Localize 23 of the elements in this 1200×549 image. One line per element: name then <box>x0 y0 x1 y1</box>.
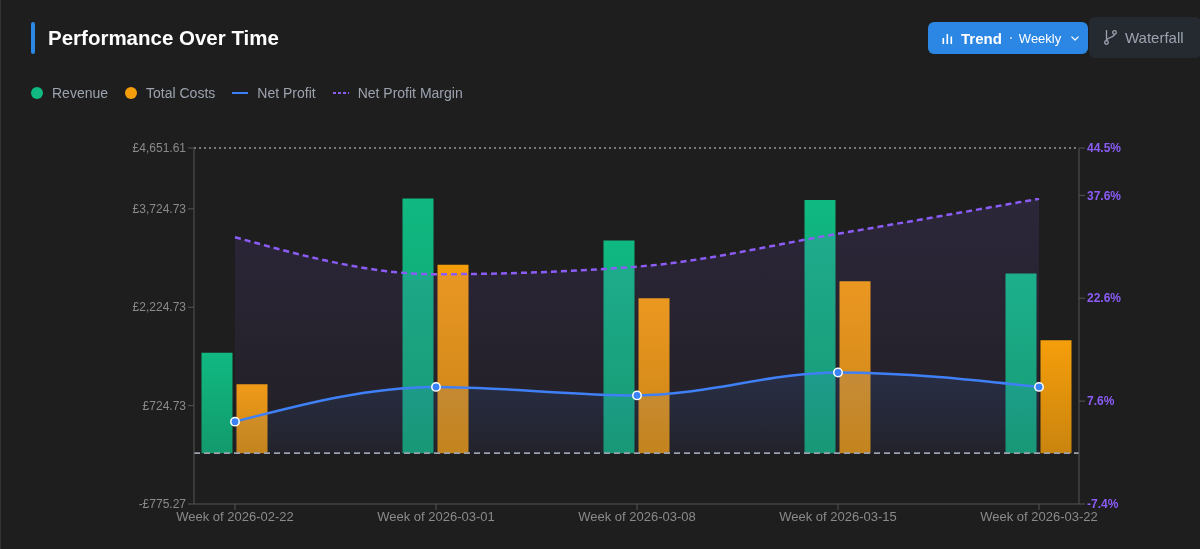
legend-label: Net Profit <box>257 85 316 101</box>
x-tick-label: Week of 2026-03-01 <box>377 509 495 525</box>
y-tick-label: -£775.27 <box>138 497 187 512</box>
y2-tick-label: 22.6% <box>1087 291 1122 306</box>
y-tick-label: £4,651.61 <box>132 141 187 156</box>
y2-tick-label: -7.4% <box>1087 497 1119 512</box>
text: Weekly <box>1018 30 1062 46</box>
text: Trend <box>961 29 1002 47</box>
x-tick-label: Week of 2026-03-22 <box>980 509 1098 525</box>
y-tick-label: £2,224.73 <box>132 300 187 315</box>
x-tick-label: Week of 2026-03-08 <box>578 509 696 525</box>
x-tick-label: Week of 2026-03-15 <box>779 509 897 525</box>
chart-title: Performance Over Time <box>48 26 279 50</box>
y2-tick-label: 37.6% <box>1087 188 1122 203</box>
legend-label: Revenue <box>52 85 109 101</box>
x-tick-label: Week of 2026-02-22 <box>176 509 294 525</box>
text: Waterfall <box>1125 29 1184 46</box>
legend-label: Total Costs <box>146 85 216 101</box>
legend-label: Net Profit Margin <box>357 85 463 101</box>
y2-tick-label: 7.6% <box>1087 394 1115 409</box>
y-tick-label: £724.73 <box>142 398 187 413</box>
y2-tick-label: 44.5% <box>1087 141 1122 156</box>
y-tick-label: £3,724.73 <box>132 202 187 217</box>
